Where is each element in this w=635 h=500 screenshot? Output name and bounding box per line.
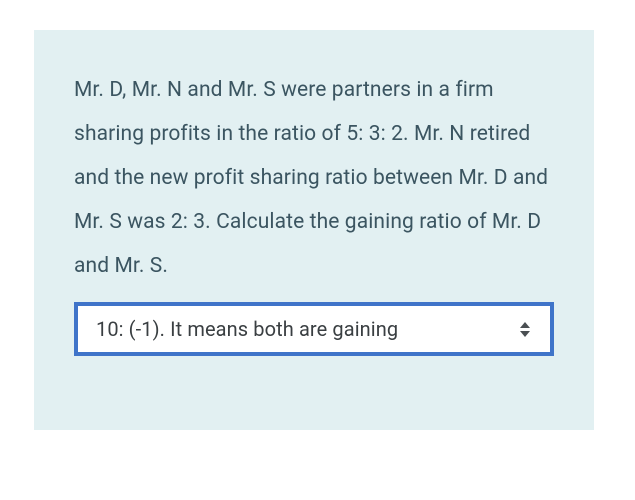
chevron-up-down-icon (518, 319, 532, 339)
answer-select-value: 10: (-1). It means both are gaining (96, 317, 518, 341)
canvas: Mr. D, Mr. N and Mr. S were partners in … (0, 0, 635, 500)
question-text: Mr. D, Mr. N and Mr. S were partners in … (74, 68, 554, 288)
question-card: Mr. D, Mr. N and Mr. S were partners in … (34, 30, 594, 430)
answer-select[interactable]: 10: (-1). It means both are gaining (74, 302, 554, 356)
